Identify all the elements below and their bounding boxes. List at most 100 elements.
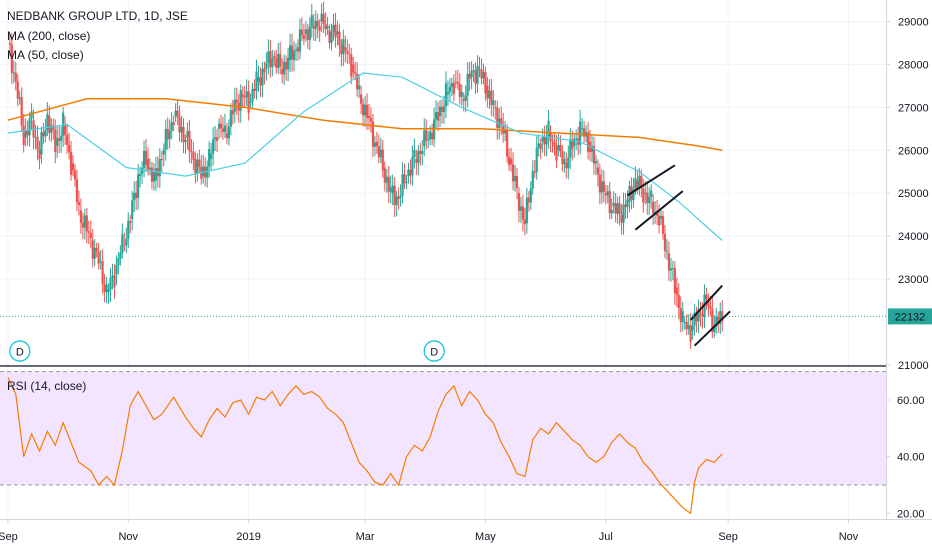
dividend-marker-circle <box>9 340 31 362</box>
trend-channel-line[interactable] <box>626 164 676 197</box>
candle-body <box>312 25 315 30</box>
candle-body <box>16 81 19 99</box>
candle-body <box>71 163 75 171</box>
candle-body <box>360 94 363 104</box>
candle-body <box>681 311 684 322</box>
candle-body <box>170 122 173 132</box>
candle-body <box>259 77 262 86</box>
dividend-marker-circle <box>423 340 445 362</box>
candle-body <box>415 158 418 163</box>
candle-body <box>127 220 130 239</box>
candle-body <box>393 185 396 206</box>
candle-body <box>302 35 305 39</box>
candle-body <box>212 139 215 154</box>
candle-body <box>537 143 540 148</box>
candle-body <box>440 106 444 112</box>
candle-body <box>144 150 148 165</box>
candle-body <box>395 196 398 206</box>
candle-body <box>338 31 341 46</box>
candle-body <box>361 103 365 116</box>
candle-body <box>253 88 256 91</box>
candle-body <box>202 166 205 177</box>
candle-body <box>158 159 161 177</box>
candle-body <box>245 91 248 98</box>
candle-body <box>622 204 625 223</box>
price-axis[interactable]: 29000 28000 27000 26000 25000 24000 23000 21000 <box>886 16 929 372</box>
candle-body <box>646 192 649 204</box>
time-axis[interactable]: Sep Nov 2019 Mar May Jul Sep Nov <box>0 519 859 543</box>
trend-channels[interactable] <box>626 164 731 347</box>
rsi-tick-label: 60.00 <box>897 395 925 407</box>
candle-body <box>596 167 600 175</box>
candle-body <box>196 159 199 175</box>
candle-body <box>28 118 31 136</box>
candle-body <box>657 215 661 226</box>
candle-body <box>267 51 270 63</box>
dividend-marker-label: D <box>430 347 438 359</box>
candle-body <box>638 175 641 189</box>
rsi-tick-label: 20.00 <box>897 508 925 520</box>
candle-body <box>634 178 637 189</box>
dividend-marker[interactable]: D <box>423 340 445 362</box>
candle-body <box>231 110 234 115</box>
candle-body <box>701 314 704 317</box>
candle-body <box>304 29 307 35</box>
trend-channel-line[interactable] <box>689 284 723 321</box>
rsi-pane <box>0 371 886 515</box>
candle-body <box>616 203 619 214</box>
candle-body <box>431 133 434 140</box>
candle-body <box>606 191 609 196</box>
trend-channel-line[interactable] <box>634 190 684 231</box>
candle-body <box>387 176 390 192</box>
candle-body <box>255 71 258 91</box>
candle-body <box>403 174 406 184</box>
candle-body <box>448 87 452 92</box>
candle-body <box>543 137 546 145</box>
candle-body <box>22 125 25 145</box>
candle-body <box>18 97 21 99</box>
candle-body <box>614 203 617 214</box>
candle-body <box>294 49 298 51</box>
candle-body <box>521 206 525 220</box>
candle-body <box>719 311 722 324</box>
candle-body <box>172 122 175 126</box>
candle-body <box>119 252 122 259</box>
chart-title[interactable]: NEDBANK GROUP LTD, 1D, JSE <box>7 9 188 23</box>
candle-body <box>673 268 676 293</box>
candle-body <box>367 115 371 118</box>
time-tick-label: May <box>475 531 496 543</box>
candle-body <box>257 77 260 82</box>
legend-ma50[interactable]: MA (50, close) <box>7 48 84 62</box>
candle-body <box>486 85 489 99</box>
candle-body <box>243 96 246 98</box>
candle-body <box>286 57 290 70</box>
legend-rsi[interactable]: RSI (14, close) <box>7 379 86 393</box>
candle-body <box>482 72 485 79</box>
candle-body <box>454 81 457 83</box>
time-tick-label: 2019 <box>236 531 260 543</box>
trend-channel-line[interactable] <box>693 310 731 347</box>
candle-body <box>488 90 491 99</box>
candle-body <box>671 268 674 270</box>
candle-body <box>107 289 110 292</box>
candle-body <box>247 91 250 113</box>
rsi-axis[interactable]: 60.00 40.00 20.00 <box>886 395 925 520</box>
legend: NEDBANK GROUP LTD, 1D, JSE MA (200, clos… <box>7 9 188 393</box>
time-tick-label: Nov <box>839 531 859 543</box>
dividend-marker[interactable]: D <box>9 340 31 362</box>
candle-body <box>474 70 477 84</box>
candle-body <box>164 129 167 150</box>
candle-body <box>405 182 408 184</box>
candle-body <box>192 152 195 160</box>
candle-body <box>44 130 47 137</box>
candle-body <box>346 51 349 54</box>
candle-body <box>109 277 112 290</box>
candle-body <box>67 144 71 152</box>
candle-body <box>663 233 667 251</box>
candle-body <box>721 311 724 321</box>
candle-body <box>590 146 594 152</box>
legend-ma200[interactable]: MA (200, close) <box>7 29 90 43</box>
candle-body <box>42 132 45 137</box>
